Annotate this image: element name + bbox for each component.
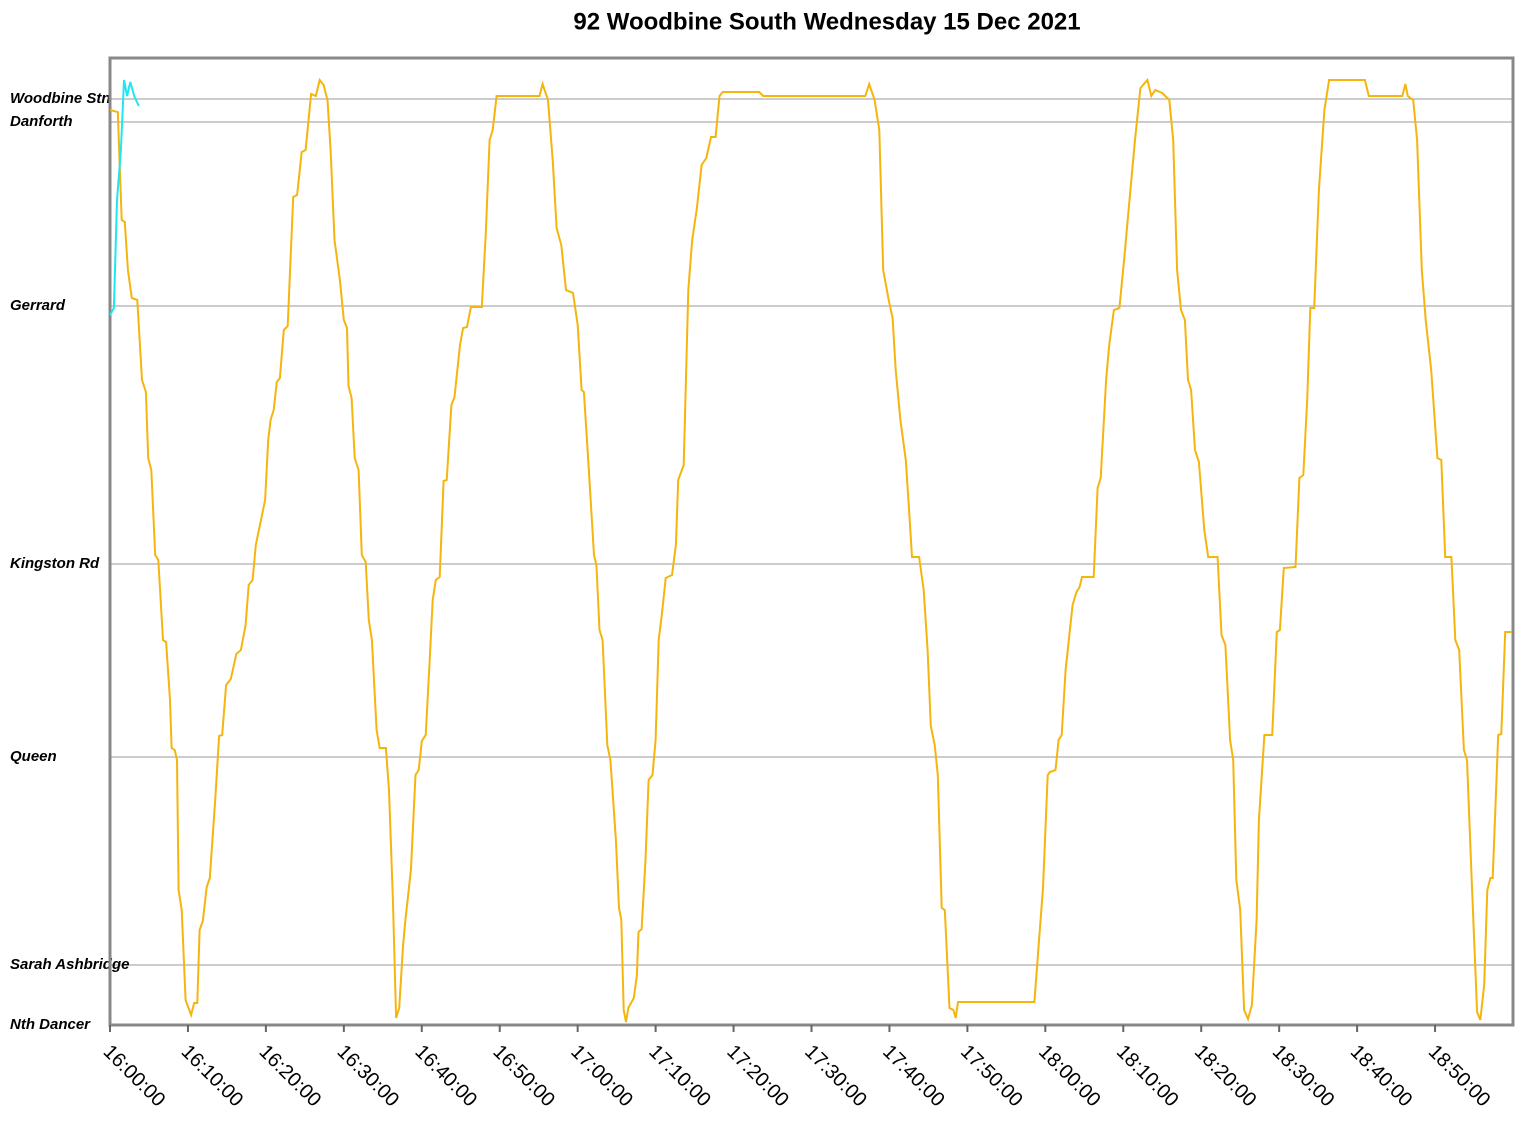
x-tick-label: 16:40:00 <box>411 1041 482 1112</box>
x-tick-label: 18:40:00 <box>1346 1041 1417 1112</box>
x-tick-label: 18:30:00 <box>1268 1041 1339 1112</box>
x-tick-label: 16:50:00 <box>488 1041 559 1112</box>
y-tick-label: Nth Dancer <box>10 1016 91 1033</box>
chart-title: 92 Woodbine South Wednesday 15 Dec 2021 <box>573 8 1080 35</box>
x-tick-label: 17:30:00 <box>800 1041 871 1112</box>
x-tick-label: 17:00:00 <box>566 1041 637 1112</box>
y-tick-label: Danforth <box>10 113 73 130</box>
x-tick-label: 16:30:00 <box>333 1041 404 1112</box>
x-tick-label: 18:00:00 <box>1034 1041 1105 1112</box>
x-tick-label: 17:40:00 <box>878 1041 949 1112</box>
x-tick-label: 16:00:00 <box>99 1041 170 1112</box>
series-line <box>109 79 140 316</box>
y-tick-label: Queen <box>10 748 57 765</box>
x-tick-label: 16:10:00 <box>177 1041 248 1112</box>
y-tick-label: Gerrard <box>10 297 66 314</box>
y-tick-label: Kingston Rd <box>10 555 100 572</box>
x-tick-label: 17:50:00 <box>956 1041 1027 1112</box>
y-tick-label: Sarah Ashbridge <box>10 956 129 973</box>
x-tick-label: 18:50:00 <box>1424 1041 1495 1112</box>
x-tick-label: 16:20:00 <box>255 1041 326 1112</box>
y-tick-label: Woodbine Stn <box>10 90 111 107</box>
x-tick-label: 17:20:00 <box>722 1041 793 1112</box>
x-tick-label: 18:20:00 <box>1190 1041 1261 1112</box>
series-line <box>109 77 1513 1023</box>
x-tick-label: 17:10:00 <box>644 1041 715 1112</box>
plot-frame <box>108 56 1515 1027</box>
x-tick-label: 18:10:00 <box>1112 1041 1183 1112</box>
